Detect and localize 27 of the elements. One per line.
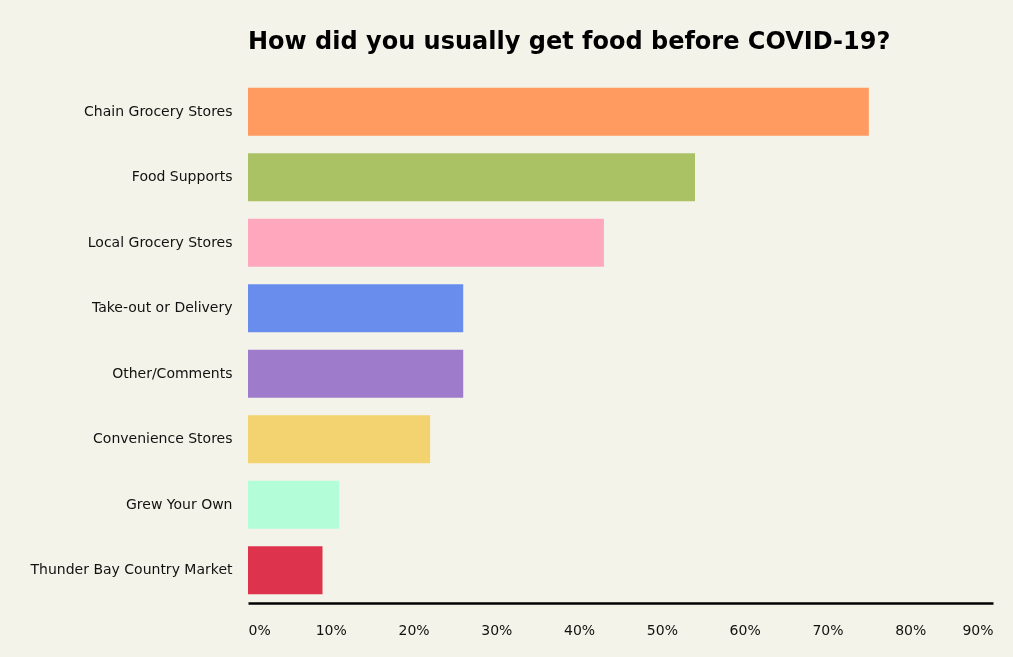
x-tick-label: 80% (895, 621, 927, 638)
bar (248, 349, 464, 398)
y-tick-label: Take-out or Delivery (90, 299, 233, 316)
bar (248, 546, 323, 595)
x-tick-label: 10% (315, 621, 347, 638)
bar (248, 153, 695, 202)
bar (248, 415, 431, 464)
x-tick-label: 30% (481, 621, 513, 638)
y-tick-label: Chain Grocery Stores (84, 102, 233, 119)
y-tick-label: Grew Your Own (126, 495, 233, 512)
bar (248, 284, 464, 333)
y-tick-label: Food Supports (131, 168, 233, 185)
y-tick-label: Other/Comments (112, 364, 233, 381)
bar (248, 87, 869, 136)
chart-title: How did you usually get food before COVID-19? (248, 27, 891, 55)
x-tick-label: 90% (962, 621, 994, 638)
x-tick-label: 40% (564, 621, 596, 638)
x-tick-label: 20% (398, 621, 430, 638)
x-tick-label: 0% (248, 621, 271, 638)
y-tick-label: Convenience Stores (93, 430, 233, 447)
x-tick-label: 50% (646, 621, 678, 638)
x-tick-label: 60% (729, 621, 761, 638)
bar (248, 218, 604, 267)
bar (248, 480, 340, 529)
y-tick-label: Local Grocery Stores (87, 233, 233, 250)
y-tick-label: Thunder Bay Country Market (29, 561, 233, 578)
x-tick-label: 70% (812, 621, 844, 638)
